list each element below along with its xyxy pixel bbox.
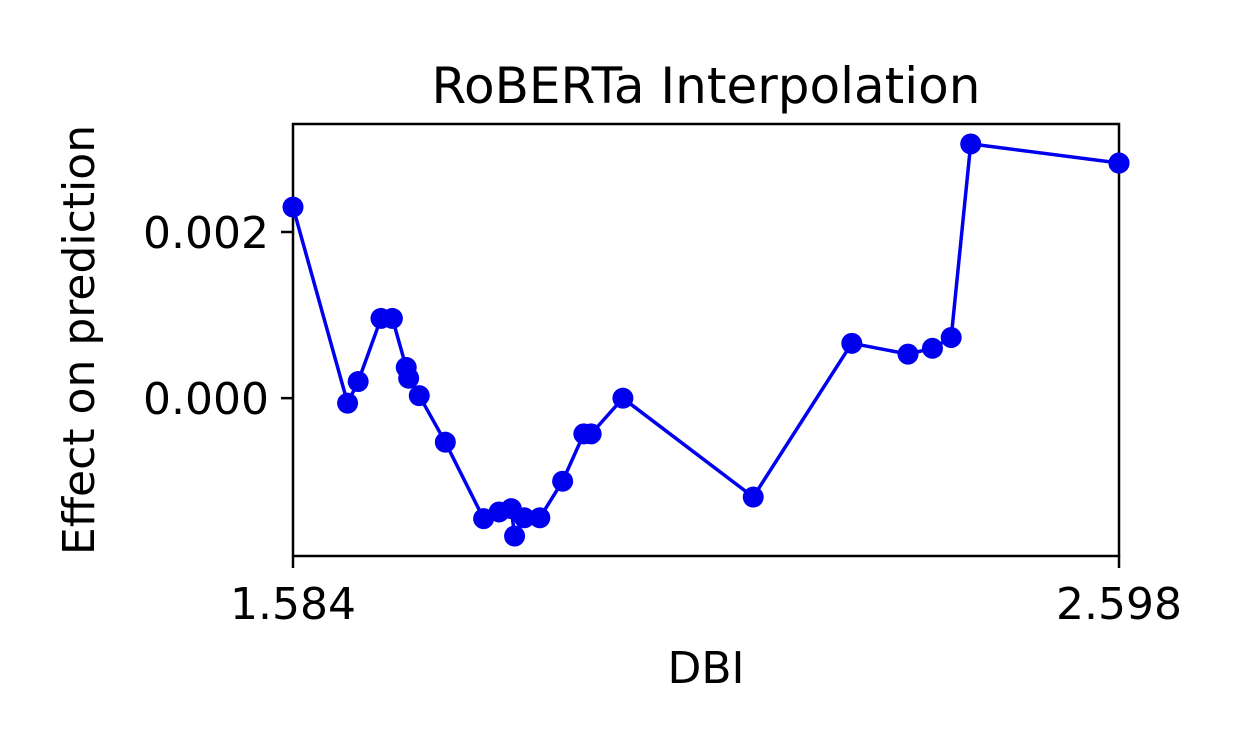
data-point xyxy=(897,343,919,365)
y-tick-label: 0.000 xyxy=(143,374,269,425)
data-point xyxy=(612,387,634,409)
data-point xyxy=(282,196,304,218)
data-point xyxy=(921,337,943,359)
y-tick-label: 0.002 xyxy=(143,208,269,259)
data-point xyxy=(841,332,863,354)
data-point xyxy=(742,486,764,508)
data-point xyxy=(1108,152,1130,174)
y-axis-label: Effect on prediction xyxy=(54,125,105,555)
data-point xyxy=(504,525,526,547)
x-tick-label: 1.584 xyxy=(230,579,356,630)
data-point xyxy=(337,392,359,414)
data-point xyxy=(529,507,551,529)
data-point xyxy=(513,507,535,529)
x-tick-label: 2.598 xyxy=(1056,579,1182,630)
x-axis: 1.584 2.598 xyxy=(230,556,1182,630)
data-point xyxy=(552,470,574,492)
data-point xyxy=(381,307,403,329)
data-point xyxy=(940,327,962,349)
data-point xyxy=(408,385,430,407)
plot-area xyxy=(282,133,1130,547)
chart-title: RoBERTa Interpolation xyxy=(432,57,981,115)
data-point xyxy=(960,133,982,155)
data-point xyxy=(434,431,456,453)
x-axis-label: DBI xyxy=(667,643,744,694)
plot-frame xyxy=(291,122,1121,558)
series-line xyxy=(291,141,1120,542)
data-point xyxy=(580,423,602,445)
data-point xyxy=(347,371,369,393)
data-point xyxy=(398,367,420,389)
y-axis: 0.002 0.000 xyxy=(143,208,293,425)
